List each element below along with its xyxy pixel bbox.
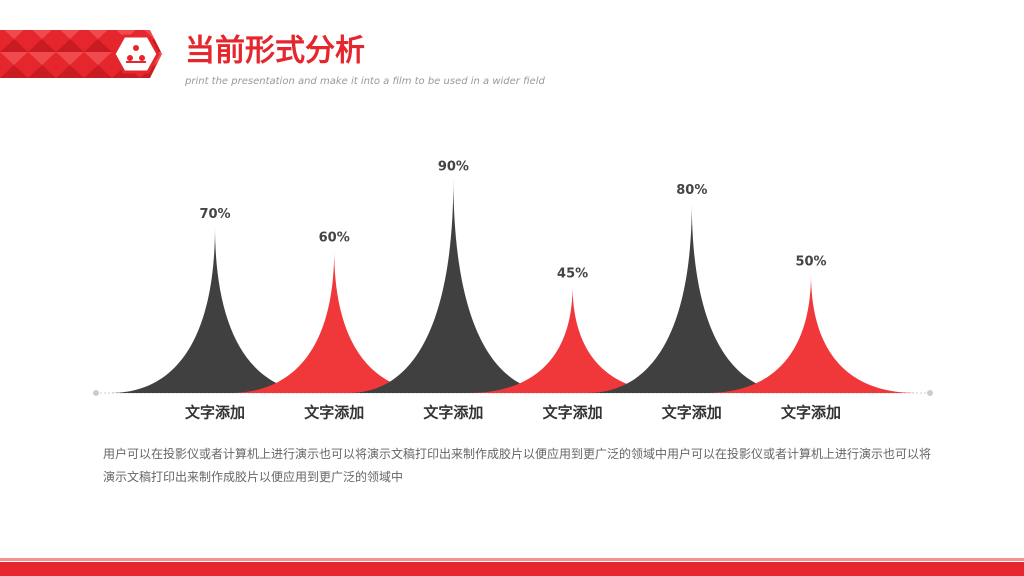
x-tick-label: 文字添加 [781,404,841,422]
baseline-dot [927,390,933,396]
value-label: 60% [319,231,350,246]
header-icon [112,34,160,74]
x-tick-label: 文字添加 [423,404,483,422]
value-label: 80% [676,183,707,198]
icon-people [126,45,146,63]
value-label: 45% [557,266,588,281]
peak [467,285,678,393]
footer-bar [0,562,1024,576]
peak [586,202,797,393]
footer-line [0,558,1024,561]
peak [229,250,440,393]
x-tick-label: 文字添加 [543,404,603,422]
value-label: 50% [795,255,826,270]
x-tick-label: 文字添加 [185,404,245,422]
value-label: 70% [199,207,230,222]
peak [110,226,320,393]
x-tick-label: 文字添加 [304,404,364,422]
chart-subtitle: print the presentation and make it into … [184,76,545,87]
baseline-dot [93,390,99,396]
peak [348,178,559,393]
chart-title: 当前形式分析 [185,34,365,69]
annotation: 用户可以在投影仪或者计算机上进行演示也可以将演示文稿打印出来制作成胶片以便应用到… [103,447,932,484]
value-label: 90% [438,159,469,174]
peak [706,274,916,393]
x-tick-label: 文字添加 [662,404,722,422]
